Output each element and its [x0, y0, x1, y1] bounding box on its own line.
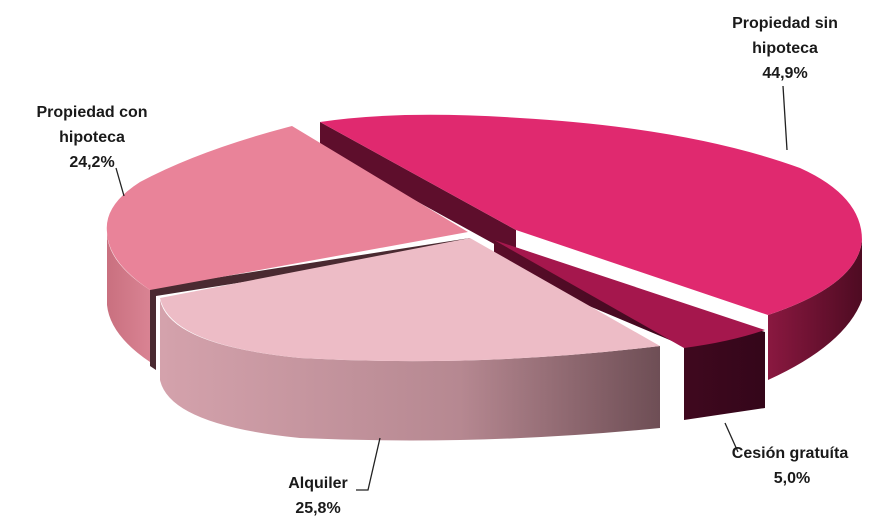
- leader-con: [115, 167, 125, 197]
- label-con-value: 24,2%: [69, 154, 114, 171]
- label-con-line1: Propiedad con: [36, 104, 147, 121]
- slice-sin-top: [320, 114, 862, 315]
- slice-propiedad-sin-hipoteca: [320, 114, 862, 380]
- slice-alq-rim: [160, 300, 660, 441]
- label-con-line2: hipoteca: [59, 129, 125, 146]
- label-alq-line1: Alquiler: [288, 475, 348, 492]
- label-sin-line2: hipoteca: [752, 40, 818, 57]
- slice-sin-cut-face: [320, 122, 516, 256]
- label-alq-value: 25,8%: [295, 500, 340, 517]
- slice-ces-cut-face: [494, 240, 765, 420]
- leader-lines: [115, 85, 788, 491]
- slice-con-top: [106, 126, 468, 290]
- label-ces-line1: Cesión gratuíta: [732, 445, 849, 462]
- slice-sin-rim: [768, 240, 862, 380]
- label-sin-value: 44,9%: [762, 65, 807, 82]
- leader-sin: [782, 85, 788, 151]
- slice-cesion-gratuita: [494, 240, 765, 420]
- slice-con-rim: [107, 232, 150, 362]
- slice-propiedad-con-hipoteca: [106, 126, 468, 362]
- label-ces-value: 5,0%: [774, 470, 810, 487]
- leader-alq: [356, 437, 381, 491]
- slice-labels: Propiedad sin hipoteca 44,9% Propiedad c…: [36, 15, 848, 517]
- slice-ces-top: [494, 240, 765, 348]
- leader-ces: [724, 422, 739, 453]
- slice-alquiler: [150, 238, 660, 441]
- label-sin-line1: Propiedad sin: [732, 15, 838, 32]
- slice-alq-top: [160, 238, 660, 362]
- slice-alq-cut-edge: [150, 238, 470, 370]
